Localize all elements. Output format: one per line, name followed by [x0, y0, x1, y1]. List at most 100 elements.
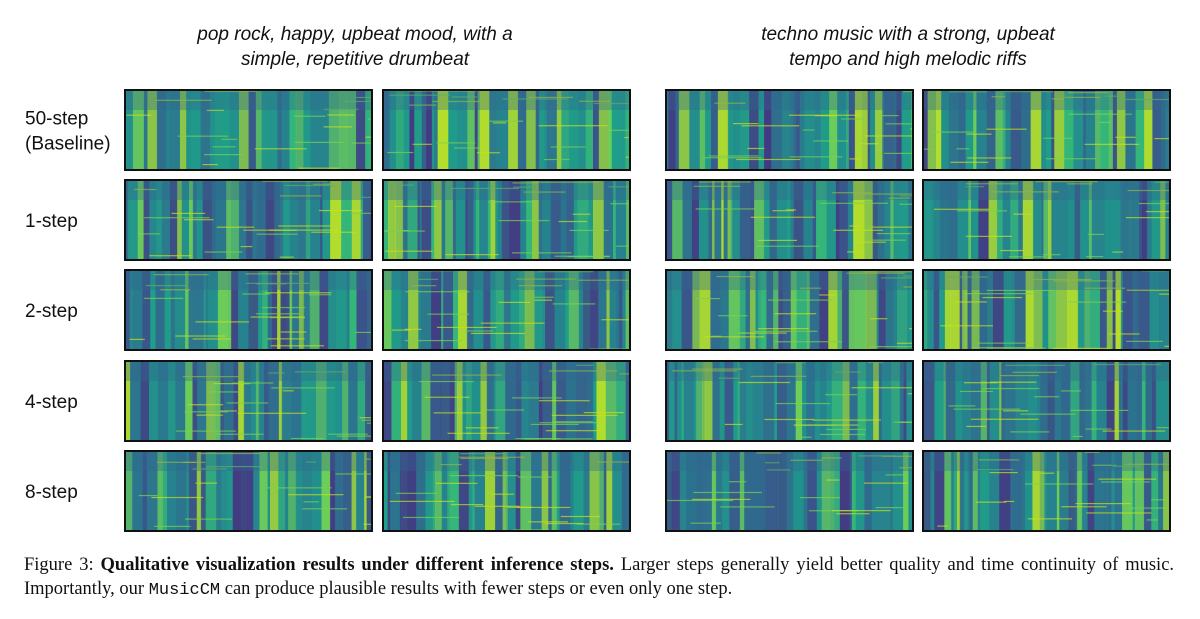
- spectrogram-stripe: [699, 270, 711, 350]
- spectrogram-shade: [923, 451, 1170, 471]
- spectrogram-stripe: [745, 361, 754, 441]
- spectrogram-stripe: [1142, 180, 1148, 260]
- spectrogram-stripe: [927, 90, 937, 170]
- spectrogram-stripe: [246, 451, 254, 531]
- spectrogram-band: [361, 419, 372, 421]
- spectrogram-body: [666, 451, 913, 531]
- spectrogram-stripe: [1068, 451, 1076, 531]
- spectrogram-stripe: [1151, 451, 1159, 531]
- spectrogram-stripe: [732, 180, 741, 260]
- spectrogram-stripe: [934, 451, 945, 531]
- spectrogram-band: [404, 339, 462, 342]
- spectrogram-stripe: [479, 180, 489, 260]
- spectrogram-stripe: [1094, 451, 1105, 531]
- spectrogram-stripe: [968, 180, 972, 260]
- spectrogram-stripe: [598, 90, 609, 170]
- spectrogram-stripe: [490, 180, 496, 260]
- spectrogram-stripe: [1158, 451, 1164, 531]
- spectrogram-stripe: [711, 90, 719, 170]
- spectrogram-band: [214, 433, 264, 435]
- spectrogram-stripe: [399, 451, 409, 531]
- spectrogram-band: [624, 136, 630, 139]
- spectrogram-stripe: [829, 90, 838, 170]
- spectrogram-shade: [383, 451, 630, 471]
- spectrogram-stripe: [1152, 361, 1157, 441]
- spectrogram-stripe: [298, 270, 305, 350]
- spectrogram-stripe: [1040, 361, 1049, 441]
- spectrogram-stripe: [793, 180, 804, 260]
- spectrogram-band: [527, 521, 568, 523]
- spectrogram-stripe: [200, 90, 211, 170]
- spectrogram-band: [303, 501, 320, 503]
- spectrogram-band: [826, 428, 866, 431]
- spectrogram-stripe: [616, 270, 620, 350]
- spectrogram-band: [956, 210, 1008, 212]
- spectrogram-band: [394, 205, 437, 208]
- spectrogram-band: [160, 289, 190, 291]
- spectrogram-band: [1154, 181, 1170, 183]
- spectrogram-stripe: [395, 90, 405, 170]
- spectrogram-stripe: [1104, 451, 1110, 531]
- spectrogram-band: [1010, 431, 1050, 433]
- spectrogram-stripe: [965, 90, 974, 170]
- spectrogram-band: [1020, 413, 1076, 415]
- spectrogram-stripe: [493, 361, 496, 441]
- spectrogram-frame: [922, 360, 1171, 442]
- spectrogram-stripe: [819, 270, 829, 350]
- spectrogram-band: [774, 341, 842, 343]
- spectrogram-band: [294, 115, 326, 117]
- spectrogram-band: [204, 90, 258, 92]
- spectrogram-band: [319, 209, 363, 212]
- spectrogram-stripe: [494, 451, 504, 531]
- spectrogram-stripe: [930, 451, 935, 531]
- spectrogram-band: [899, 195, 913, 197]
- spectrogram-stripe: [258, 361, 265, 441]
- spectrogram-band: [948, 405, 976, 407]
- spectrogram-band: [187, 404, 224, 406]
- spectrogram-stripe: [150, 270, 157, 350]
- spectrogram-stripe: [679, 451, 687, 531]
- spectrogram-stripe: [262, 270, 269, 350]
- spectrogram-stripe: [170, 90, 181, 170]
- spectrogram-band: [453, 147, 480, 149]
- spectrogram-stripe: [714, 180, 722, 260]
- spectrogram-stripe: [1001, 361, 1005, 441]
- spectrogram-stripe: [989, 361, 1000, 441]
- spectrogram-stripe: [479, 90, 490, 170]
- spectrogram-band: [963, 382, 998, 384]
- spectrogram-stripe: [391, 270, 402, 350]
- spectrogram-frame: [124, 89, 373, 171]
- spectrogram-stripe: [1138, 270, 1150, 350]
- spectrogram-band: [1005, 364, 1066, 366]
- spectrogram-stripe: [1025, 270, 1034, 350]
- spectrogram-stripe: [238, 180, 247, 260]
- spectrogram-stripe: [585, 90, 594, 170]
- spectrogram-stripe: [248, 90, 257, 170]
- spectrogram-stripe: [864, 451, 873, 531]
- spectrogram-stripe: [238, 361, 245, 441]
- spectrogram-stripe: [566, 180, 575, 260]
- spectrogram-stripe: [465, 180, 469, 260]
- spectrogram-stripe: [368, 90, 372, 170]
- spectrogram-stripe: [186, 90, 192, 170]
- spectrogram-stripe: [309, 270, 320, 350]
- spectrogram-frame: [665, 450, 914, 532]
- spectrogram-band: [819, 294, 836, 296]
- spectrogram-band: [267, 487, 332, 489]
- spectrogram-stripe: [561, 90, 570, 170]
- spectrogram-band: [302, 508, 348, 510]
- spectrogram-stripe: [475, 180, 480, 260]
- spectrogram-stripe: [778, 270, 784, 350]
- spectrogram-stripe: [613, 180, 617, 260]
- spectrogram-band: [820, 202, 889, 204]
- spectrogram-stripe: [472, 451, 476, 531]
- spectrogram-stripe: [592, 180, 605, 260]
- spectrogram-band: [965, 235, 1012, 237]
- spectrogram-band: [597, 461, 630, 463]
- spectrogram-band: [874, 115, 899, 117]
- spectrogram-stripe: [729, 180, 733, 260]
- spectrogram-stripe: [531, 451, 543, 531]
- spectrogram-stripe: [431, 180, 435, 260]
- spectrogram-stripe: [505, 451, 509, 531]
- spectrogram-stripe: [1118, 361, 1124, 441]
